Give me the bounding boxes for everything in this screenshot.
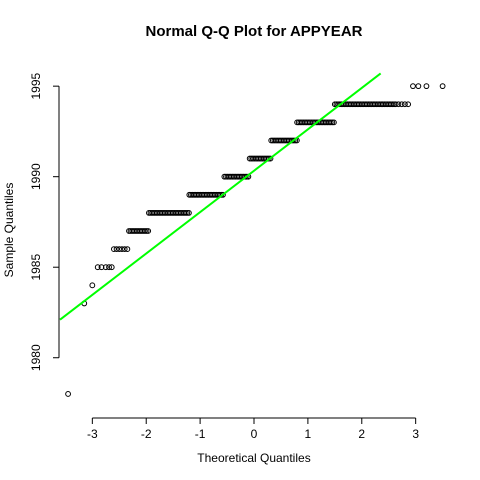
- data-point: [186, 209, 192, 216]
- data-point: [116, 246, 123, 253]
- data-point: [267, 155, 274, 162]
- x-tick-label: 0: [251, 427, 258, 441]
- data-point: [102, 264, 109, 271]
- data-point: [405, 101, 412, 108]
- data-point: [423, 83, 430, 90]
- x-tick-label: -1: [195, 427, 206, 441]
- data-point: [65, 391, 71, 397]
- data-point: [220, 191, 226, 198]
- data-point: [398, 101, 405, 108]
- data-point: [145, 228, 152, 234]
- data-point: [106, 264, 112, 271]
- axes: -3 -2 -1 0 1 2 3 1980 1985 1990 1995: [29, 72, 419, 441]
- reference-line: [59, 72, 382, 321]
- x-axis-label: Theoretical Quantiles: [197, 451, 310, 465]
- data-point: [89, 282, 96, 289]
- x-tick-label: -3: [87, 427, 98, 441]
- data-point: [124, 246, 131, 253]
- data-point: [108, 264, 115, 271]
- data-point: [392, 101, 399, 108]
- data-point: [110, 246, 117, 253]
- y-axis-label: Sample Quantiles: [2, 183, 16, 278]
- plot-area: [59, 72, 446, 397]
- y-tick-label: 1990: [29, 163, 43, 190]
- x-tick-label: 3: [412, 427, 419, 441]
- data-point: [121, 246, 128, 253]
- chart-title: Normal Q-Q Plot for APPYEAR: [146, 23, 363, 40]
- y-tick-label: 1995: [29, 72, 43, 99]
- x-tick-label: 1: [305, 427, 312, 441]
- y-tick-label: 1980: [29, 344, 43, 371]
- data-point: [415, 83, 422, 90]
- data-point: [410, 83, 416, 90]
- data-point: [94, 264, 101, 271]
- data-point: [401, 101, 408, 108]
- data-point: [331, 119, 337, 126]
- x-tick-label: 2: [358, 427, 365, 441]
- data-point: [439, 83, 446, 90]
- data-point: [119, 246, 125, 253]
- data-point: [113, 246, 120, 253]
- x-tick-label: -2: [141, 427, 152, 441]
- y-tick-label: 1985: [29, 254, 43, 281]
